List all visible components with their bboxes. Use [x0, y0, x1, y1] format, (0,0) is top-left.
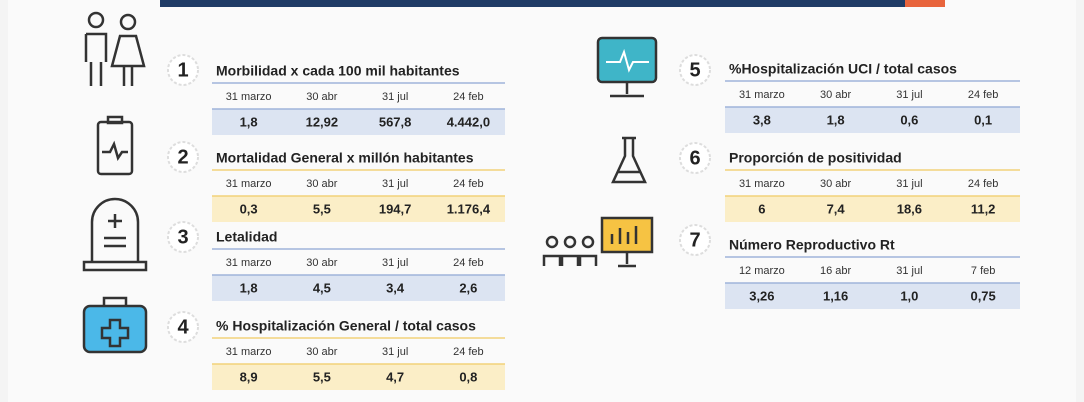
- date-label: 30 abr: [306, 91, 338, 103]
- date-label: 31 marzo: [739, 89, 785, 101]
- value-cell: 18,6: [897, 201, 922, 216]
- date-label: 31 jul: [896, 265, 922, 277]
- date-label: 31 marzo: [226, 346, 272, 358]
- icon-people: [84, 11, 146, 86]
- panel-title: Letalidad: [216, 229, 277, 245]
- value-cell: 567,8: [379, 114, 412, 129]
- value-cell: 3,26: [749, 288, 774, 303]
- value-cell: 12,92: [306, 114, 339, 129]
- value-band: [212, 364, 505, 390]
- top-bar: [160, 0, 905, 7]
- number-circle: [679, 54, 711, 86]
- value-cell: 11,2: [971, 201, 996, 216]
- value-band: [725, 107, 1020, 133]
- value-cell: 4,5: [313, 280, 331, 295]
- icon-monitor: [596, 36, 658, 98]
- date-label: 31 jul: [382, 91, 408, 103]
- value-cell: 1,8: [240, 280, 258, 295]
- date-label: 16 abr: [820, 265, 852, 277]
- panel-title: Morbilidad x cada 100 mil habitantes: [216, 63, 460, 79]
- date-label: 24 feb: [968, 89, 999, 101]
- icon-medkit: [82, 296, 148, 354]
- value-cell: 3,8: [753, 112, 771, 127]
- date-label: 24 feb: [453, 346, 484, 358]
- value-band: [212, 196, 505, 222]
- date-label: 31 marzo: [226, 257, 272, 269]
- number-circle: [167, 54, 199, 86]
- number-circle: [167, 221, 199, 253]
- number-circle: [679, 142, 711, 174]
- value-cell: 1,16: [823, 288, 848, 303]
- panel-number: 7: [689, 229, 700, 251]
- date-label: 31 jul: [382, 257, 408, 269]
- date-label: 24 feb: [968, 178, 999, 190]
- value-cell: 0,6: [900, 112, 918, 127]
- value-cell: 1.176,4: [447, 201, 491, 216]
- icon-presentation: [542, 216, 654, 268]
- panel-number: 4: [177, 316, 189, 338]
- date-label: 30 abr: [820, 178, 852, 190]
- top-bar-accent: [905, 0, 945, 7]
- value-cell: 194,7: [379, 201, 412, 216]
- date-label: 24 feb: [453, 257, 484, 269]
- value-cell: 5,5: [313, 369, 331, 384]
- date-label: 30 abr: [306, 346, 338, 358]
- date-label: 24 feb: [453, 178, 484, 190]
- value-cell: 6: [758, 201, 765, 216]
- value-cell: 7,4: [827, 201, 846, 216]
- value-cell: 0,75: [970, 288, 995, 303]
- value-band: [725, 196, 1020, 222]
- panels: 1 Morbilidad x cada 100 mil habitantes 31 …: [167, 54, 1020, 390]
- date-label: 31 jul: [896, 178, 922, 190]
- value-cell: 1,8: [827, 112, 845, 127]
- date-label: 31 jul: [382, 346, 408, 358]
- number-circle: [167, 141, 199, 173]
- date-label: 31 jul: [896, 89, 922, 101]
- value-cell: 0,8: [459, 369, 477, 384]
- icon-tombstone: [82, 197, 148, 272]
- date-label: 7 feb: [971, 265, 995, 277]
- panel-number: 3: [177, 226, 188, 248]
- date-label: 30 abr: [306, 257, 338, 269]
- value-band: [725, 283, 1020, 309]
- panel-title: %Hospitalización UCI / total casos: [729, 61, 957, 77]
- value-cell: 5,5: [313, 201, 331, 216]
- date-label: 31 marzo: [739, 178, 785, 190]
- panel-title: % Hospitalización General / total casos: [216, 318, 476, 334]
- value-cell: 4.442,0: [447, 114, 490, 129]
- panel-title: Número Reproductivo Rt: [729, 237, 895, 253]
- panel-number: 6: [689, 147, 700, 169]
- icon-monitor-heart: [96, 115, 134, 176]
- panel-number: 1: [177, 59, 188, 81]
- date-label: 24 feb: [453, 91, 484, 103]
- value-band: [212, 109, 505, 135]
- date-label: 31 marzo: [226, 91, 272, 103]
- panel-title: Proporción de positividad: [729, 150, 902, 166]
- date-label: 31 jul: [382, 178, 408, 190]
- date-label: 31 marzo: [226, 178, 272, 190]
- value-cell: 3,4: [386, 280, 405, 295]
- date-label: 30 abr: [820, 89, 852, 101]
- number-circle: [679, 224, 711, 256]
- date-label: 30 abr: [306, 178, 338, 190]
- value-cell: 8,9: [240, 369, 258, 384]
- value-band: [212, 275, 505, 301]
- value-cell: 2,6: [459, 280, 477, 295]
- icon-flask: [611, 136, 647, 184]
- date-label: 12 marzo: [739, 265, 785, 277]
- value-cell: 1,0: [900, 288, 918, 303]
- value-cell: 1,8: [240, 114, 258, 129]
- panel-number: 5: [689, 59, 700, 81]
- value-cell: 4,7: [386, 369, 404, 384]
- panel-number: 2: [177, 146, 188, 168]
- value-cell: 0,1: [974, 112, 992, 127]
- number-circle: [167, 311, 199, 343]
- value-cell: 0,3: [240, 201, 258, 216]
- panel-title: Mortalidad General x millón habitantes: [216, 150, 474, 166]
